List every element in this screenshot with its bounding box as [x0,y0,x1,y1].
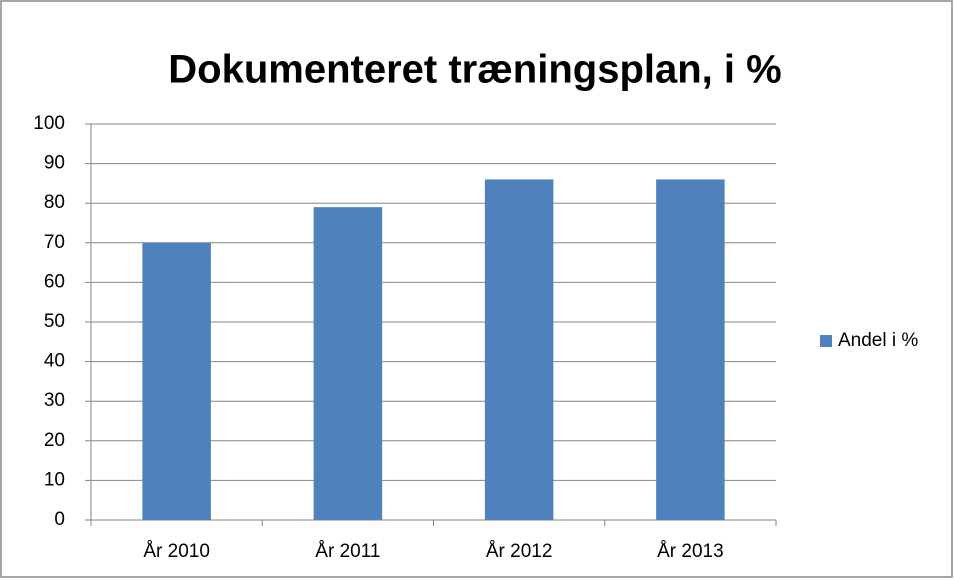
bar [656,179,725,520]
chart-title: Dokumenteret træningsplan, i % [168,48,781,92]
bar [313,207,383,520]
legend-swatch [820,335,832,347]
legend-label: Andel i % [838,330,918,351]
y-tick-label: 40 [44,351,65,372]
y-tick-label: 80 [44,192,65,213]
x-tick-label: År 2011 [315,541,380,562]
bar [142,242,211,521]
y-tick-label: 100 [33,113,65,134]
y-tick-label: 60 [44,271,65,292]
x-tick-label: År 2010 [143,541,210,562]
y-tick-label: 10 [44,469,65,490]
y-tick-label: 90 [44,153,65,174]
y-tick-label: 50 [44,311,65,332]
x-tick-label: År 2013 [657,541,724,562]
x-tick-label: År 2012 [486,541,553,562]
y-tick-label: 30 [44,390,65,411]
y-tick-label: 0 [54,509,65,530]
y-tick-label: 70 [44,232,65,253]
bar [484,179,554,520]
y-tick-label: 20 [44,430,65,451]
